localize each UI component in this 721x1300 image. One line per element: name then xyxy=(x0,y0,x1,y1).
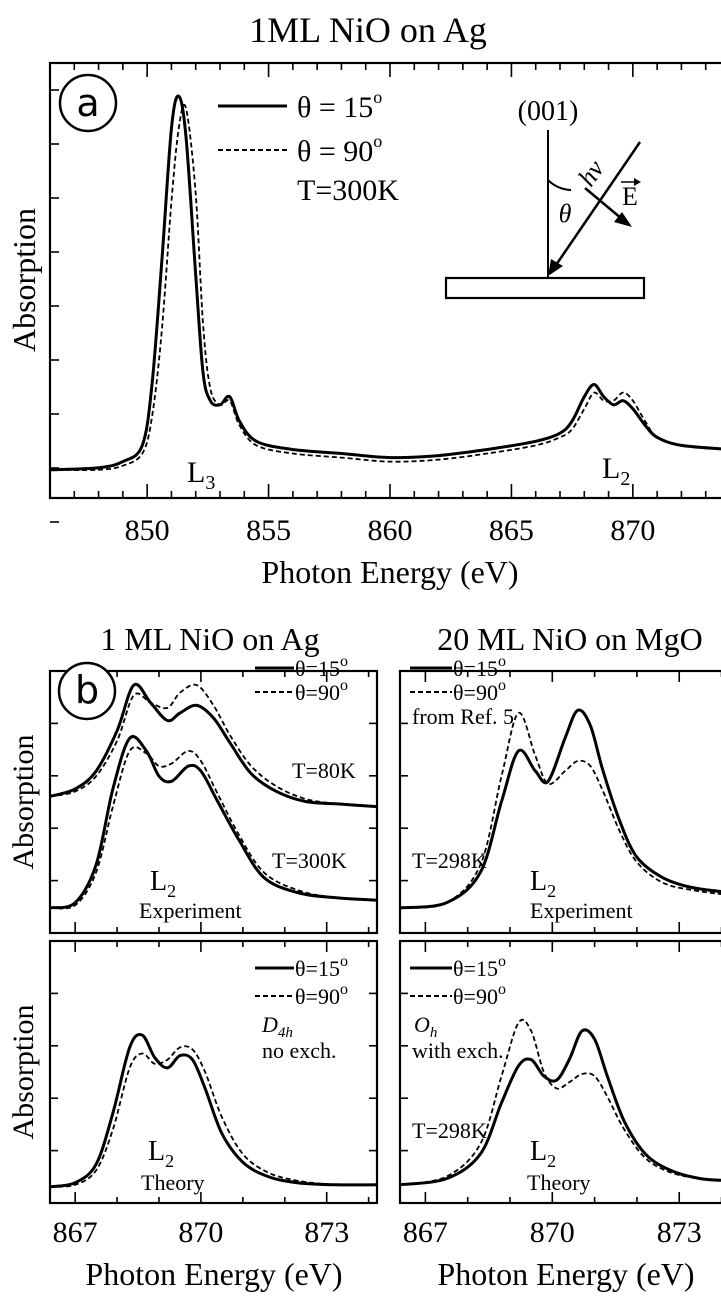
inset-photon-beam xyxy=(554,141,642,266)
panel-b-label: b xyxy=(75,668,99,712)
panel-a: 1ML NiO on Ag 850 855 860 865 870 a θ = 15o … xyxy=(6,10,721,590)
series-b-th-ag-1-dashed-line xyxy=(49,1045,378,1188)
edge-label-l3: L3 xyxy=(187,456,215,494)
label-no-exch: no exch. xyxy=(262,1038,337,1063)
legend-exp-ag-solid-label: θ=15o xyxy=(295,653,348,681)
inset-beam-arrowhead xyxy=(548,259,563,276)
series-a-0-solid-line xyxy=(49,94,721,472)
panel-a-y-axis-label: Absorption xyxy=(6,208,42,352)
b-x-tick-label: 870 xyxy=(178,1216,223,1249)
panel-b-right-title: 20 ML NiO on MgO xyxy=(437,621,702,657)
panel-a-x-axis-label: Photon Energy (eV) xyxy=(261,554,518,590)
b-x-tick-label: 873 xyxy=(304,1216,349,1249)
edge-label-th-mgo: L2 xyxy=(530,1136,556,1171)
panel-b-theory-y-axis-label: Absorption xyxy=(7,1005,40,1140)
panel-a-y-ticks xyxy=(50,89,59,523)
panel-b-ticks: 867 870 873 867 870 873 xyxy=(50,671,721,1249)
edge-label-exp-ag: L2 xyxy=(150,866,176,901)
exp-ag-frame xyxy=(48,669,379,935)
inset-sample xyxy=(444,276,646,300)
edge-label-exp-mgo: L2 xyxy=(530,866,556,901)
a-x-tick-label: 860 xyxy=(368,514,413,547)
legend-th-ag-dashed-label: θ=90o xyxy=(295,981,348,1009)
a-x-tick-label: 870 xyxy=(610,514,655,547)
panel-a-label-circle xyxy=(58,73,118,133)
legend-th-mgo-dashed-label: θ=90o xyxy=(453,981,506,1009)
b-x-tick-label: 867 xyxy=(53,1216,98,1249)
label-from-ref: from Ref. 5 xyxy=(412,704,514,729)
panel-b-left-x-axis-label: Photon Energy (eV) xyxy=(85,1256,342,1292)
inset-surface-label: (001) xyxy=(518,96,579,127)
series-b-th-mgo-0-solid-line xyxy=(399,1028,721,1187)
series-b-th-mgo-1-dashed-line xyxy=(399,1018,721,1186)
b-x-tick-label: 867 xyxy=(403,1216,448,1249)
label-t80k: T=80K xyxy=(292,758,356,783)
panel-b-label-circle xyxy=(57,661,117,721)
series-b-exp-ag-0-solid-line xyxy=(49,682,378,809)
label-with-exch: with exch. xyxy=(412,1038,504,1063)
theory-mgo-frame xyxy=(398,939,721,1205)
label-experiment-ag: Experiment xyxy=(139,898,242,923)
b-x-tick-label: 873 xyxy=(657,1216,702,1249)
series-b-exp-ag-2-solid-line xyxy=(49,735,378,910)
panel-b-left-title: 1 ML NiO on Ag xyxy=(100,621,319,657)
theory-ag-frame xyxy=(48,939,379,1205)
b-x-tick-label: 870 xyxy=(530,1216,575,1249)
series-b-exp-ag-3-dashed-line xyxy=(49,746,378,910)
legend-exp-mgo-dashed-label: θ=90o xyxy=(453,677,506,705)
inset-field-bar-head xyxy=(634,178,641,186)
legend-a-dashed-label: θ = 90o xyxy=(297,131,382,168)
exp-mgo-frame xyxy=(398,669,721,935)
legend-a-solid-label: θ = 15o xyxy=(297,87,382,124)
panel-b-curves xyxy=(49,682,721,1189)
panel-a-title: 1ML NiO on Ag xyxy=(249,10,487,50)
panel-a-frame xyxy=(48,61,721,500)
panel-b: 1 ML NiO on Ag 20 ML NiO on MgO 867 870 87… xyxy=(7,621,721,1292)
edge-label-th-ag: L2 xyxy=(148,1136,174,1171)
inset-field-arrowhead xyxy=(614,212,632,227)
inset-angle-arc xyxy=(547,179,572,191)
legend-exp-ag-dashed-label: θ=90o xyxy=(295,677,348,705)
label-t300k: T=300K xyxy=(272,848,347,873)
legend-a-temperature: T=300K xyxy=(297,174,399,207)
inset-field-vector xyxy=(584,187,623,220)
panel-a-x-ticks: 850 855 860 865 870 xyxy=(73,63,707,547)
label-d4h: D4h xyxy=(261,1012,293,1041)
inset-photon-label: hν xyxy=(572,154,610,191)
legend-th-mgo-solid-label: θ=15o xyxy=(453,953,506,981)
series-b-exp-mgo-1-dashed-line xyxy=(399,712,721,909)
panel-b-right-x-axis-label: Photon Energy (eV) xyxy=(437,1256,694,1292)
inset-theta-label: θ xyxy=(559,199,572,228)
label-t298k-theory: T=298K xyxy=(412,1118,487,1143)
series-b-exp-ag-1-dashed-line xyxy=(49,683,378,808)
edge-label-l2: L2 xyxy=(602,452,630,490)
label-theory-ag: Theory xyxy=(141,1170,205,1195)
panel-a-curves xyxy=(49,94,721,472)
panel-a-label: a xyxy=(76,81,99,125)
series-a-1-dashed-line xyxy=(49,103,721,471)
label-experiment-mgo: Experiment xyxy=(530,898,633,923)
legend-exp-mgo-solid-label: θ=15o xyxy=(453,653,506,681)
geometry-inset: (001) θ hν E xyxy=(444,96,646,300)
a-x-tick-label: 865 xyxy=(489,514,534,547)
a-x-tick-label: 855 xyxy=(246,514,291,547)
legend-th-ag-solid-label: θ=15o xyxy=(295,953,348,981)
panel-b-exp-y-axis-label: Absorption xyxy=(7,735,40,870)
label-theory-mgo: Theory xyxy=(527,1170,591,1195)
a-x-tick-label: 850 xyxy=(125,514,170,547)
label-t298k-exp: T=298K xyxy=(412,848,487,873)
inset-field-label: E xyxy=(622,182,638,211)
series-b-exp-mgo-0-solid-line xyxy=(399,708,721,910)
series-b-th-ag-0-solid-line xyxy=(49,1032,378,1189)
label-oh: Oh xyxy=(414,1012,437,1041)
